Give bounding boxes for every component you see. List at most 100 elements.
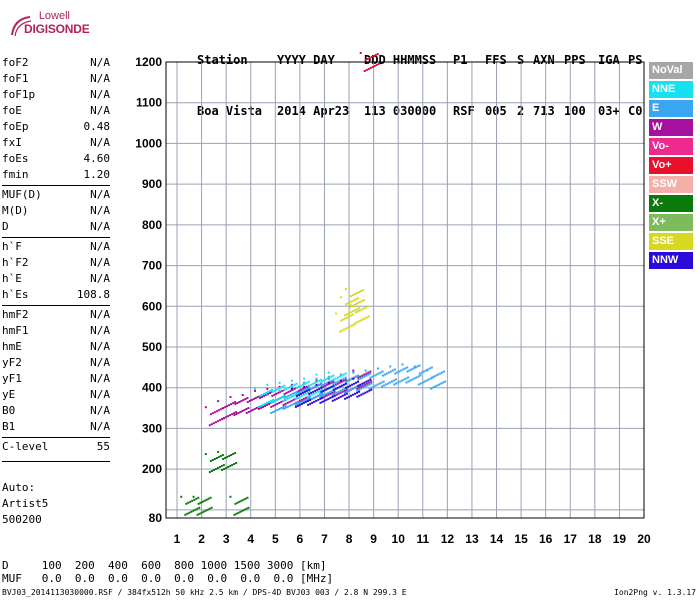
echo-point: [254, 397, 257, 399]
echo-point: [216, 467, 219, 470]
time-value: 113 030000: [364, 104, 437, 118]
echo-point: [343, 328, 346, 331]
echo-point: [314, 381, 317, 384]
echo-point: [338, 381, 341, 384]
p1-value: RSF: [453, 104, 475, 118]
param-value: 55: [96, 440, 110, 453]
echo-point: [278, 401, 281, 404]
echo-point: [365, 372, 368, 375]
param-name: hmF2: [2, 308, 29, 321]
echo-point: [305, 387, 308, 390]
echo-point: [363, 373, 366, 376]
echo-point: [199, 501, 202, 504]
echo-point: [352, 304, 355, 307]
echo-point: [355, 298, 358, 301]
echo-point: [320, 378, 323, 381]
parameter-panel: foF2 N/A foF1 N/A foF1p N/A foE N/A foEp 0.48…: [2, 55, 110, 462]
echo-point: [193, 498, 196, 501]
echo-point: [252, 398, 255, 400]
echo-point: [362, 307, 365, 310]
echo-point: [237, 412, 240, 415]
echo-point: [283, 392, 286, 395]
echo-point: [262, 405, 265, 408]
echo-point: [404, 367, 407, 370]
echo-point: [230, 454, 233, 456]
echo-point: [362, 392, 365, 395]
echo-point: [234, 403, 237, 406]
echo-point: [246, 401, 249, 403]
echo-point: [376, 53, 379, 55]
param-name: B1: [2, 420, 16, 433]
echo-point: [402, 368, 405, 371]
echo-point: [314, 389, 317, 392]
echo-point: [389, 370, 392, 373]
echo-point: [412, 367, 415, 370]
echo-point: [366, 305, 369, 308]
echo-point: [338, 379, 341, 382]
echo-point: [237, 511, 240, 514]
echo-point: [232, 453, 235, 455]
echo-point: [271, 388, 274, 391]
echo-point: [334, 381, 337, 384]
legend-item: Vo+: [649, 157, 693, 174]
echo-point: [292, 402, 295, 405]
echo-point: [406, 370, 409, 373]
param-value: N/A: [90, 88, 110, 101]
echo-point: [190, 510, 193, 513]
y-axis-ticks: 80 200 300 400 500 600 700 800 900 1000 1100 1200: [135, 55, 162, 525]
echo-point: [303, 377, 306, 380]
echo-point: [235, 411, 238, 414]
echo-point: [295, 394, 298, 397]
echo-point: [311, 393, 314, 396]
x-tick-label: 12: [441, 532, 455, 546]
echo-point: [276, 409, 279, 411]
echo-point: [411, 378, 414, 381]
echo-point: [266, 394, 269, 396]
param-name: yE: [2, 388, 16, 401]
echo-point: [372, 385, 375, 388]
echo-point: [339, 391, 342, 394]
echo-point: [350, 314, 353, 317]
echo-point: [289, 385, 292, 388]
pps-label: PPS: [564, 53, 586, 67]
param-row: hmE N/A: [2, 339, 110, 355]
echo-point: [266, 387, 269, 390]
echo-point: [228, 455, 231, 457]
echo-point: [218, 466, 221, 469]
echo-point: [356, 302, 359, 305]
echo-point: [329, 392, 332, 395]
logo-swoosh-icon: [11, 16, 32, 37]
header-p1: P1 RSF: [453, 18, 475, 137]
echo-point: [405, 381, 408, 384]
echo-point: [299, 392, 302, 395]
echo-point: [350, 388, 353, 391]
echo-point: [346, 390, 349, 393]
echo-point: [349, 295, 352, 298]
echo-point: [284, 398, 287, 401]
echo-point: [392, 379, 395, 382]
echo-point: [351, 300, 354, 303]
echo-point: [270, 412, 273, 414]
echo-point: [360, 300, 363, 303]
echo-point: [321, 396, 324, 399]
echo-point: [294, 405, 297, 408]
echo-point: [332, 384, 335, 387]
echo-point: [359, 319, 362, 322]
echo-point: [366, 390, 369, 393]
echo-point: [385, 372, 388, 375]
echo-point: [319, 389, 322, 392]
echo-point: [245, 507, 248, 510]
echo-point: [251, 409, 254, 411]
echo-point: [327, 377, 330, 380]
echo-point: [358, 386, 361, 389]
echo-point: [418, 372, 421, 375]
echo-point: [356, 385, 359, 388]
echo-point: [368, 387, 371, 390]
echo-point: [333, 398, 336, 401]
echo-point: [353, 299, 356, 302]
param-row: h`F2 N/A: [2, 255, 110, 271]
echo-point: [325, 392, 328, 395]
echo-point: [376, 367, 379, 370]
param-name: M(D): [2, 204, 29, 217]
echo-point: [286, 401, 289, 404]
